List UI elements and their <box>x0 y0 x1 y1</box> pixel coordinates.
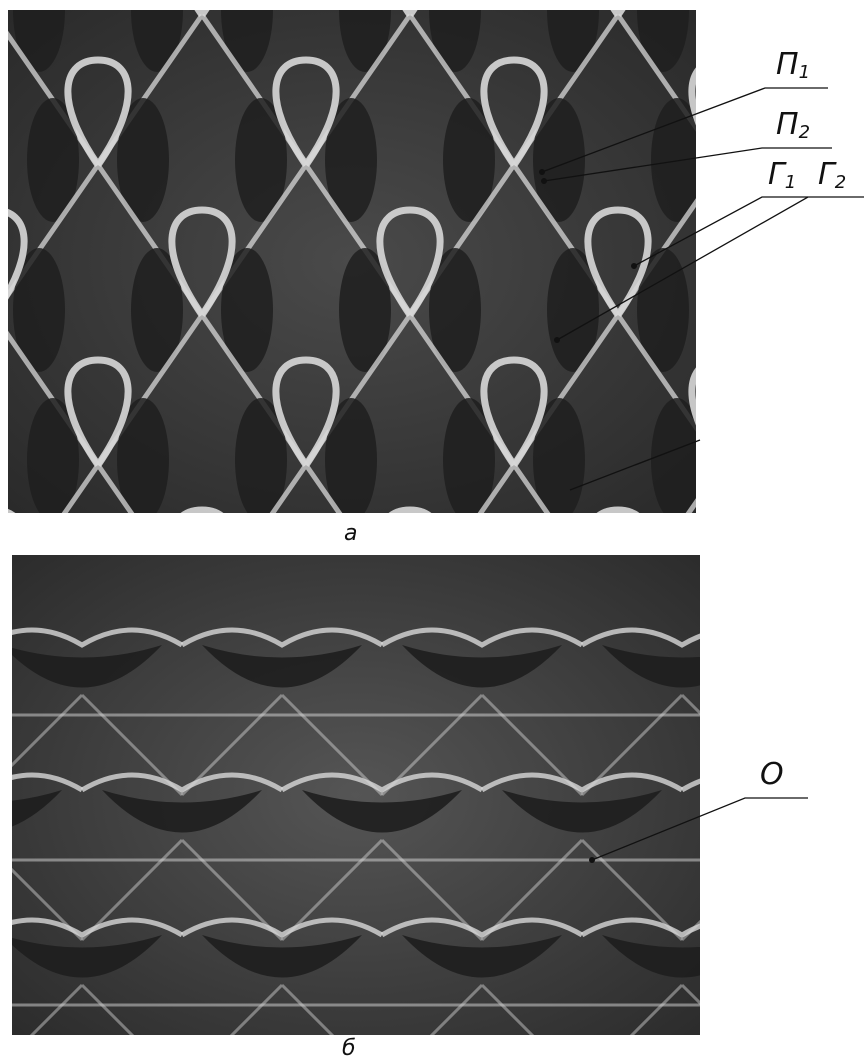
pile-band <box>202 645 362 688</box>
pile-band <box>102 790 262 833</box>
pile-band <box>602 645 700 688</box>
yarn-arc <box>380 627 584 648</box>
pile-cluster <box>339 10 391 72</box>
yarn-arc <box>280 772 484 793</box>
label-g1-sub: 1 <box>784 172 797 193</box>
yarn-diagonal <box>477 463 551 513</box>
label-g2-sub: 2 <box>834 172 847 193</box>
yarn-diagonal <box>380 693 584 797</box>
pile-band <box>402 935 562 978</box>
label-o: О <box>760 760 784 792</box>
fabric-texture-a <box>8 10 696 513</box>
yarn-arc <box>580 917 700 938</box>
pile-cluster <box>637 10 689 72</box>
yarn-arc <box>80 772 284 793</box>
yarn-arc <box>180 917 384 938</box>
yarn-diagonal <box>629 983 700 1035</box>
pile-cluster <box>13 10 65 72</box>
pile-cluster <box>429 10 481 72</box>
yarn-loop <box>376 206 444 317</box>
pile-cluster <box>547 10 599 72</box>
fabric-texture-b <box>12 555 700 1035</box>
yarn-arc <box>12 627 184 648</box>
pile-cluster <box>221 10 273 72</box>
pile-band <box>12 790 62 827</box>
pile-band <box>402 645 562 688</box>
pile-cluster <box>27 398 79 513</box>
fabric-photo-b <box>12 555 700 1035</box>
yarn-diagonal <box>12 867 84 942</box>
label-g2: Г2 <box>818 160 846 192</box>
yarn-loop <box>480 56 548 167</box>
yarn-loop <box>596 506 640 513</box>
yarn-loop <box>8 209 28 300</box>
pile-cluster <box>443 398 495 513</box>
yarn-loop <box>64 56 132 167</box>
label-p2-main: П <box>776 107 799 142</box>
pile-band <box>202 935 362 978</box>
yarn-diagonal <box>29 983 135 1035</box>
pile-cluster <box>325 398 377 513</box>
yarn-loop <box>688 367 696 426</box>
label-p1: П1 <box>776 50 810 82</box>
pile-band <box>12 645 162 688</box>
yarn-loop <box>272 356 340 467</box>
pile-band <box>12 935 162 978</box>
pile-band <box>302 790 462 833</box>
yarn-diagonal <box>229 983 335 1035</box>
yarn-diagonal <box>180 693 384 797</box>
fabric-photo-a <box>8 10 696 513</box>
panel-a-caption: а <box>344 521 358 546</box>
pile-cluster <box>117 98 169 222</box>
label-g1: Г1 <box>768 160 796 192</box>
yarn-arc <box>580 627 700 648</box>
pile-cluster <box>131 248 183 372</box>
label-p2-sub: 2 <box>798 122 811 143</box>
label-p2: П2 <box>776 110 810 142</box>
yarn-diagonal <box>429 983 535 1035</box>
yarn-loop <box>388 506 432 513</box>
yarn-loop <box>64 356 132 467</box>
yarn-diagonal <box>12 693 184 797</box>
yarn-diagonal <box>680 919 700 942</box>
label-p1-main: П <box>776 47 799 82</box>
pile-cluster <box>13 248 65 372</box>
pile-cluster <box>221 248 273 372</box>
pile-cluster <box>325 98 377 222</box>
yarn-diagonal <box>80 838 284 942</box>
pile-cluster <box>443 98 495 222</box>
yarn-diagonal <box>269 463 343 513</box>
label-g2-main: Г <box>818 157 835 192</box>
yarn-arc <box>480 772 684 793</box>
pile-cluster <box>235 398 287 513</box>
label-p1-sub: 1 <box>798 62 811 83</box>
yarn-diagonal <box>580 693 700 797</box>
yarn-loop <box>272 56 340 167</box>
yarn-loop <box>168 206 236 317</box>
panel-b-caption: б <box>342 1036 356 1061</box>
yarn-arc <box>180 627 384 648</box>
yarn-loop <box>480 356 548 467</box>
pile-cluster <box>27 98 79 222</box>
pile-cluster <box>429 248 481 372</box>
pile-cluster <box>117 398 169 513</box>
pile-band <box>602 935 700 978</box>
pile-cluster <box>235 98 287 222</box>
yarn-arc <box>380 917 584 938</box>
pile-cluster <box>339 248 391 372</box>
yarn-diagonal <box>280 838 484 942</box>
yarn-arc <box>12 917 184 938</box>
pile-cluster <box>131 10 183 72</box>
yarn-diagonal <box>685 498 696 513</box>
yarn-diagonal <box>61 463 135 513</box>
label-g1-main: Г <box>768 157 785 192</box>
label-o-main: О <box>760 757 784 792</box>
yarn-arc <box>12 772 84 793</box>
yarn-loop <box>180 506 224 513</box>
